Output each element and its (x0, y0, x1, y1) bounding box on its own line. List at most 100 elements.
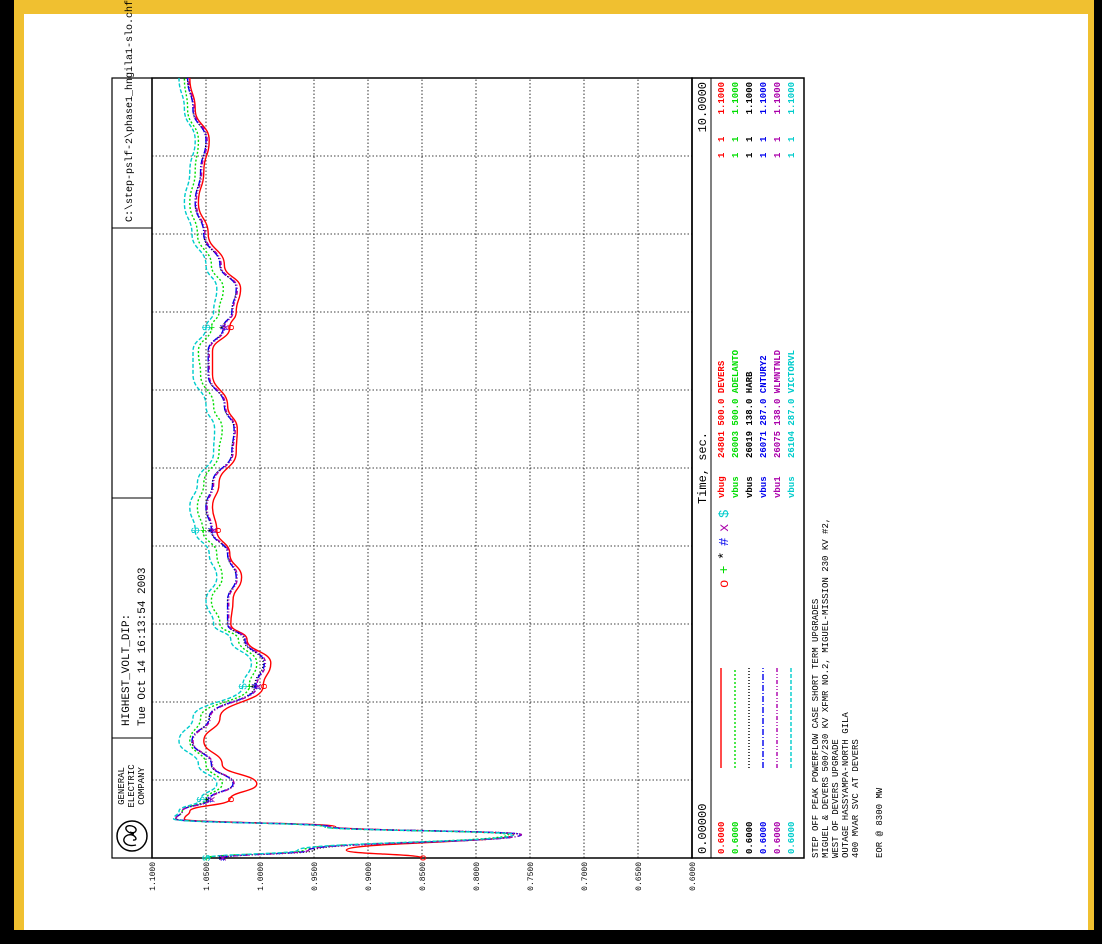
series-line-1 (183, 77, 515, 859)
x-max-label: 10.0000 (696, 82, 710, 132)
case-title: HIGHEST_VOLT_DIP: (121, 614, 133, 726)
y-tick-label: 1.0000 (257, 862, 266, 891)
legend-flag-1: 1 (787, 152, 797, 158)
y-tick-label: 0.6000 (689, 862, 698, 891)
series-lines (172, 77, 523, 859)
series-marker: x (220, 324, 232, 331)
company-line-3: COMPANY (137, 767, 147, 805)
y-tick-label: 1.0500 (203, 862, 212, 891)
series-marker: # (252, 683, 264, 690)
y-tick-label: 0.7500 (527, 862, 536, 891)
legend-marker-symbol: x (717, 524, 733, 532)
series-marker: * (218, 855, 230, 862)
legend-series-name: 24801 500.0 DEVERS (717, 360, 727, 458)
series-marker: + (245, 683, 257, 690)
legend-max-value: 1.1000 (745, 82, 755, 114)
series-marker: * (207, 527, 219, 534)
legend-series-name: 26003 500.0 ADELANTO (731, 349, 741, 458)
series-line-5 (175, 77, 523, 859)
notes: STEP OFF PEAK POWERFLOW CASE SHORT TERM … (811, 518, 885, 858)
note-line-2: MIGUEL & DEVERS 500/230 KV XFMR NO.2, MI… (821, 518, 831, 858)
series-marker: # (218, 854, 230, 861)
legend-variable-code: vbu1 (773, 476, 783, 498)
legend-variable-code: vbus (787, 476, 797, 498)
legend-flag-2: 1 (745, 136, 755, 142)
x-min-label: 0.00000 (696, 804, 710, 854)
note-line-1: STEP OFF PEAK POWERFLOW CASE SHORT TERM … (811, 599, 821, 858)
series-line-2 (175, 77, 510, 859)
series-marker: x (206, 796, 218, 803)
legend-min-value: 0.6000 (717, 822, 727, 854)
series-marker: * (219, 324, 231, 331)
series-line-4 (175, 77, 523, 859)
legend-marker-symbol: $ (717, 510, 733, 518)
y-tick-label: 0.8000 (473, 862, 482, 891)
legend-series-name: 26071 287.0 CNTURY2 (759, 355, 769, 458)
legend-min-value: 0.6000 (759, 822, 769, 854)
note-line-3: WEST OF DEVERS UPGRADE (831, 739, 841, 858)
series-marker: o (226, 324, 238, 331)
paper (24, 14, 1088, 930)
series-marker: x (253, 683, 265, 690)
legend-series-name: 26104 287.0 VICTORVL (787, 350, 797, 458)
company-line-2: ELECTRIC (127, 764, 137, 808)
series-marker: x (208, 527, 220, 534)
legend-marker-symbol: o (717, 580, 733, 588)
series-marker: $ (202, 854, 214, 861)
legend-marker-symbol: + (717, 566, 733, 574)
legend-box: 0.00000 Time, sec. 10.0000 0.6000 o vbug 24… (691, 77, 805, 859)
legend-min-value: 0.6000 (731, 822, 741, 854)
y-tick-label: 1.1000 (149, 862, 158, 891)
y-tick-label: 0.6500 (635, 862, 644, 891)
series-marker: + (199, 527, 211, 534)
series-line-6 (172, 77, 515, 859)
y-tick-label: 0.8500 (419, 862, 428, 891)
legend-marker-symbol: # (717, 538, 733, 546)
series-marker: # (205, 796, 217, 803)
y-tick-label: 0.9000 (365, 862, 374, 891)
legend-max-value: 1.1000 (773, 82, 783, 114)
legend-series-name: 26019 138.0 HARB (745, 371, 755, 458)
series-marker: + (202, 796, 214, 803)
series-marker: o (226, 796, 238, 803)
legend-flag-1: 1 (745, 152, 755, 158)
legend-max-value: 1.1000 (731, 82, 741, 114)
series-marker: # (219, 324, 231, 331)
series-marker: * (251, 683, 263, 690)
legend-flag-2: 1 (759, 136, 769, 142)
legend-min-value: 0.6000 (773, 822, 783, 854)
legend-flag-1: 1 (773, 152, 783, 158)
ge-logo-icon (116, 820, 148, 852)
series-marker: x (218, 854, 230, 861)
company-line-1: GENERAL (117, 767, 127, 805)
legend-variable-code: vbus (745, 476, 755, 498)
series-marker: # (207, 527, 219, 534)
note-line-5: 400 MVAR SVC AT DEVERS (851, 739, 861, 858)
series-marker: $ (191, 527, 203, 534)
series-marker: $ (197, 796, 209, 803)
series-marker: $ (202, 324, 214, 331)
note-line-4: OUTAGE HASSYAMPA-NORTH GILA (841, 712, 851, 858)
legend-flag-1: 1 (759, 152, 769, 158)
legend-min-value: 0.6000 (745, 822, 755, 854)
grid (152, 78, 692, 858)
legend-flag-2: 1 (773, 136, 783, 142)
rotated-sheet: GENERAL ELECTRIC COMPANY HIGHEST_VOLT_DI… (111, 0, 885, 891)
legend-variable-code: vbus (759, 476, 769, 498)
legend-min-value: 0.6000 (787, 822, 797, 854)
legend-variable-code: vbug (717, 476, 727, 498)
series-marker: $ (239, 683, 251, 690)
y-tick-label: 0.7000 (581, 862, 590, 891)
legend-flag-2: 1 (731, 136, 741, 142)
legend-variable-code: vbus (731, 476, 741, 498)
legend-max-value: 1.1000 (717, 82, 727, 114)
series-marker: o (418, 855, 430, 862)
legend-flag-2: 1 (717, 136, 727, 142)
y-tick-label: 0.9500 (311, 862, 320, 891)
legend-flag-1: 1 (717, 152, 727, 158)
series-marker: + (202, 855, 214, 862)
x-axis-title: Time, sec. (696, 432, 710, 504)
